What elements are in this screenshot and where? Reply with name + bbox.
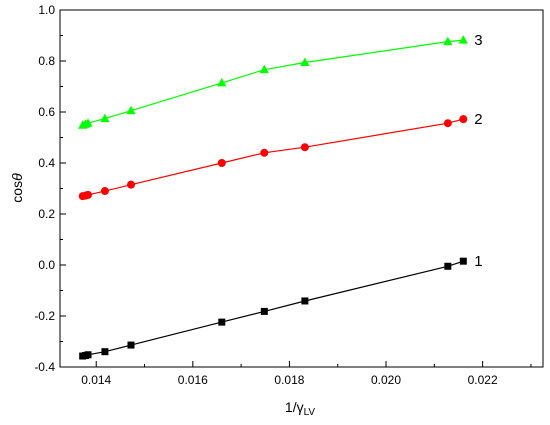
series-line	[82, 39, 464, 126]
y-axis-ticks: -0.4 -0.2 0.0 0.2 0.4 0.6 0.8 1.0	[34, 3, 66, 374]
x-tick-label: 0.016	[178, 373, 208, 387]
series-line	[82, 260, 464, 357]
y-tick-label: 0.2	[38, 207, 55, 221]
series-1: 1	[79, 253, 483, 360]
x-tick-label: 0.020	[371, 373, 401, 387]
series-label: 1	[474, 253, 482, 270]
data-point	[459, 115, 468, 124]
data-point	[443, 119, 452, 128]
x-tick-label: 0.014	[81, 373, 111, 387]
y-axis-title: cosθ	[9, 173, 25, 203]
data-point	[127, 341, 135, 349]
y-tick-label: -0.2	[34, 309, 55, 323]
series-3: 3	[78, 32, 483, 129]
series-line	[82, 118, 464, 197]
data-point	[443, 36, 453, 46]
data-point	[126, 105, 136, 115]
data-point	[459, 257, 467, 265]
data-point	[100, 187, 109, 196]
y-tick-label: 0.4	[38, 156, 55, 170]
series-label: 2	[474, 111, 482, 128]
data-point	[101, 348, 109, 356]
data-point	[300, 143, 309, 152]
y-tick-label: 0.0	[38, 258, 55, 272]
data-point	[301, 297, 309, 305]
data-point	[100, 113, 110, 123]
data-point	[260, 148, 269, 157]
y-tick-label: 0.6	[38, 105, 55, 119]
series-layer: 1 2 3	[78, 32, 483, 360]
data-point	[217, 159, 226, 167]
series-label: 3	[474, 32, 482, 49]
x-axis-title: 1/γLV	[285, 399, 316, 418]
data-point	[217, 77, 227, 87]
data-point	[84, 351, 92, 359]
series-2: 2	[78, 111, 483, 201]
x-tick-label: 0.018	[274, 373, 304, 387]
data-point	[458, 35, 468, 44]
x-axis-ticks: 0.014 0.016 0.018 0.020 0.022	[81, 361, 532, 387]
data-point	[83, 118, 93, 127]
data-point	[84, 190, 93, 199]
data-point	[260, 307, 268, 315]
y-tick-label: -0.4	[34, 360, 55, 374]
y-tick-label: 0.8	[38, 54, 55, 68]
y-tick-label: 1.0	[38, 3, 55, 17]
data-point	[444, 262, 452, 270]
data-point	[127, 180, 136, 189]
x-tick-label: 0.022	[468, 373, 498, 387]
data-point	[300, 57, 310, 67]
data-point	[259, 64, 269, 74]
data-point	[218, 318, 226, 326]
